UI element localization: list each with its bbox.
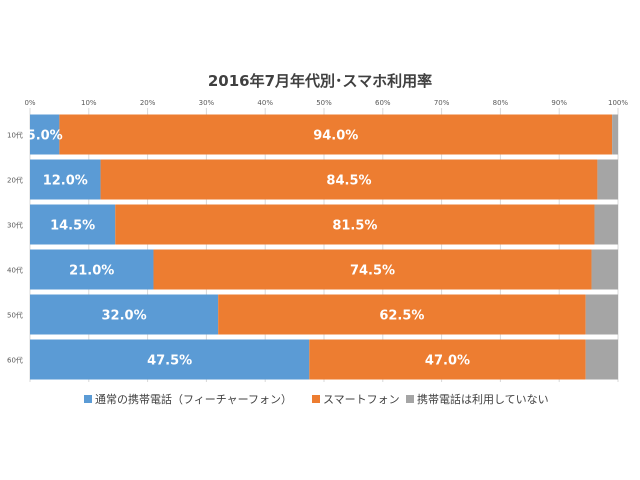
data-label: 81.5% bbox=[332, 219, 377, 234]
bar-segment bbox=[30, 339, 310, 380]
data-label: 84.5% bbox=[326, 174, 371, 189]
bar-segment bbox=[30, 204, 116, 245]
legend-swatch bbox=[406, 395, 414, 403]
bars bbox=[30, 114, 618, 380]
x-tick-label: 60% bbox=[375, 99, 391, 107]
y-axis-categories: 10代 20代 30代 40代 50代 60代 bbox=[7, 131, 23, 365]
bar-segment bbox=[100, 159, 598, 200]
bar-segment bbox=[30, 159, 101, 200]
data-label: 14.5% bbox=[50, 219, 95, 234]
x-axis-ticks: 0% 10% 20% 30% 40% 50% 60% 70% 80% 90% 100% bbox=[24, 99, 628, 107]
legend-swatch bbox=[312, 395, 320, 403]
bar-segment bbox=[30, 294, 219, 335]
x-tick-label: 50% bbox=[316, 99, 332, 107]
x-tick-label: 0% bbox=[24, 99, 35, 107]
chart-title: 2016年7月年代別･スマホ利用率 bbox=[208, 72, 432, 90]
legend-swatch bbox=[84, 395, 92, 403]
y-category-label: 50代 bbox=[7, 311, 23, 320]
legend: 通常の携帯電話（フィーチャーフォン） スマートフォン 携帯電話は利用していない bbox=[84, 392, 549, 406]
x-tick-label: 40% bbox=[257, 99, 273, 107]
bar-segment bbox=[218, 294, 586, 335]
bar-segment bbox=[591, 249, 618, 290]
bar-segment bbox=[612, 114, 618, 155]
y-category-label: 40代 bbox=[7, 266, 23, 275]
legend-item: 通常の携帯電話（フィーチャーフォン） bbox=[84, 392, 292, 406]
x-tick-label: 80% bbox=[493, 99, 509, 107]
legend-item: スマートフォン bbox=[312, 393, 400, 406]
bar-segment bbox=[153, 249, 592, 290]
data-label: 32.0% bbox=[102, 309, 147, 324]
x-tick-label: 30% bbox=[199, 99, 215, 107]
data-label: 5.0% bbox=[27, 129, 63, 144]
bar-segment bbox=[59, 114, 613, 155]
y-category-label: 60代 bbox=[7, 356, 23, 365]
x-tick-label: 20% bbox=[140, 99, 156, 107]
x-tick-label: 100% bbox=[608, 99, 628, 107]
y-category-label: 30代 bbox=[7, 221, 23, 230]
data-label: 74.5% bbox=[350, 264, 395, 279]
legend-label: 携帯電話は利用していない bbox=[417, 392, 549, 406]
x-tick-label: 90% bbox=[551, 99, 567, 107]
legend-item: 携帯電話は利用していない bbox=[406, 392, 549, 406]
x-tick-label: 10% bbox=[81, 99, 97, 107]
data-labels: 5.0% 94.0% 12.0% 84.5% 14.5% 81.5% 21.0% 74.5% 3… bbox=[27, 129, 470, 369]
data-label: 12.0% bbox=[43, 174, 88, 189]
bar-segment bbox=[309, 339, 586, 380]
bar-segment bbox=[115, 204, 595, 245]
data-label: 47.0% bbox=[425, 354, 470, 369]
bar-segment bbox=[597, 159, 618, 200]
data-label: 94.0% bbox=[313, 129, 358, 144]
bar-segment bbox=[594, 204, 618, 245]
x-tick-label: 70% bbox=[434, 99, 450, 107]
bar-segment bbox=[30, 249, 154, 290]
data-label: 21.0% bbox=[69, 264, 114, 279]
legend-label: スマートフォン bbox=[323, 393, 400, 406]
y-category-label: 10代 bbox=[7, 131, 23, 140]
data-label: 62.5% bbox=[379, 309, 424, 324]
y-category-label: 20代 bbox=[7, 176, 23, 185]
data-label: 47.5% bbox=[147, 354, 192, 369]
bar-segment bbox=[585, 294, 618, 335]
legend-label: 通常の携帯電話（フィーチャーフォン） bbox=[95, 392, 292, 406]
bar-segment bbox=[585, 339, 618, 380]
bar-segment bbox=[30, 114, 60, 155]
